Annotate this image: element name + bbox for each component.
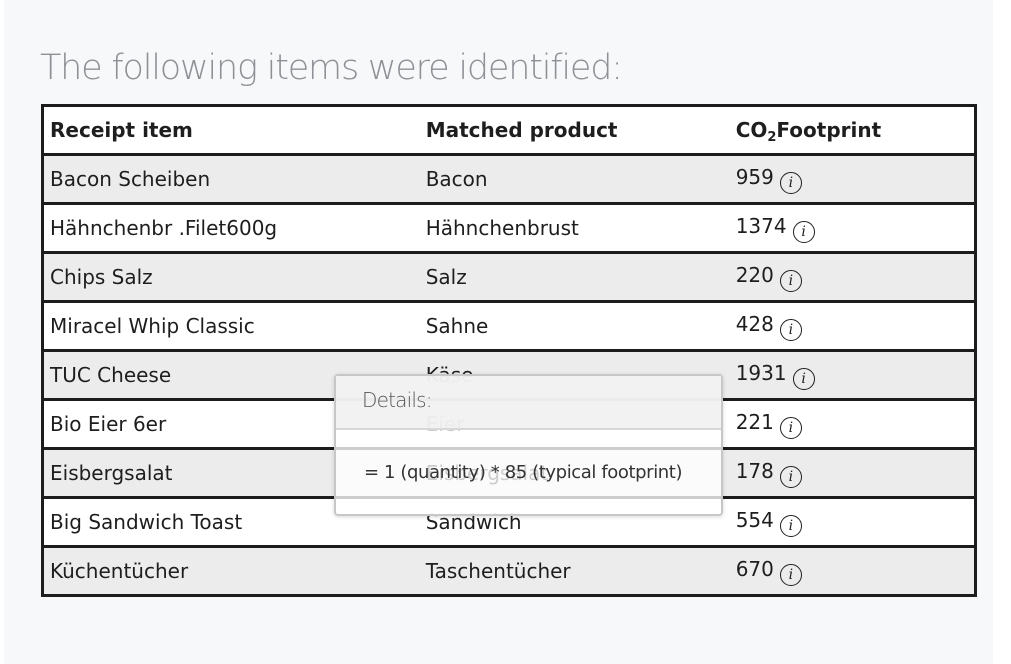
receipt-item-cell: Bacon Scheiben	[42, 153, 420, 205]
footprint-value: 428	[735, 311, 774, 336]
info-icon[interactable]: i	[779, 563, 802, 586]
footprint-cell: 1374 i	[729, 202, 976, 254]
header-co2-prefix: CO	[735, 118, 768, 142]
info-icon[interactable]: i	[792, 367, 815, 390]
header-matched-product: Matched product	[419, 104, 730, 156]
footprint-cell: 220 i	[729, 251, 976, 303]
info-icon[interactable]: i	[779, 514, 802, 537]
matched-product-cell: Bacon	[419, 153, 730, 205]
table-header-row: Receipt item Matched product CO2Footprin…	[42, 104, 976, 156]
footprint-value: 178	[735, 458, 774, 483]
footprint-cell: 554 i	[729, 496, 976, 548]
info-icon[interactable]: i	[779, 171, 802, 194]
info-icon[interactable]: i	[779, 269, 802, 292]
header-receipt-item: Receipt item	[42, 104, 420, 156]
matched-product-cell: Sahne	[419, 300, 730, 352]
details-popover: Details: = 1 (quantity) * 85 (typical fo…	[334, 374, 723, 516]
matched-product-cell: Hähnchenbrust	[419, 202, 730, 254]
footprint-cell: 221 i	[729, 398, 976, 450]
table-row: Chips Salz Salz 220 i	[42, 251, 976, 303]
matched-product-cell: Taschentücher	[419, 545, 730, 597]
popover-header	[336, 376, 721, 430]
table-row: Miracel Whip Classic Sahne 428 i	[42, 300, 976, 352]
footprint-value: 220	[735, 262, 774, 287]
footprint-value: 554	[735, 507, 774, 532]
receipt-item-cell: Miracel Whip Classic	[42, 300, 420, 352]
footprint-value: 959	[735, 164, 774, 189]
items-table: Receipt item Matched product CO2Footprin…	[41, 104, 977, 597]
footprint-value: 221	[735, 409, 774, 434]
info-icon[interactable]: i	[779, 465, 802, 488]
footprint-value: 1931	[735, 360, 787, 385]
footprint-cell: 670 i	[729, 545, 976, 597]
footprint-cell: 178 i	[729, 447, 976, 499]
page-heading: The following items were identified:	[40, 48, 623, 88]
header-co2-suffix: Footprint	[776, 118, 882, 142]
popover-title: Details:	[362, 388, 432, 412]
table-row: Bacon Scheiben Bacon 959 i	[42, 153, 976, 205]
receipt-item-cell: Küchentücher	[42, 545, 420, 597]
matched-product-cell: Salz	[419, 251, 730, 303]
header-co2-subscript: 2	[767, 130, 777, 145]
receipt-item-cell: Big Sandwich Toast	[42, 496, 420, 548]
info-icon[interactable]: i	[779, 318, 802, 341]
receipt-item-cell: Hähnchenbr .Filet600g	[42, 202, 420, 254]
footprint-value: 1374	[735, 213, 787, 238]
popover-body: = 1 (quantity) * 85 (typical footprint)	[364, 462, 683, 483]
info-icon[interactable]: i	[792, 220, 815, 243]
footprint-cell: 959 i	[729, 153, 976, 205]
receipt-item-cell: Chips Salz	[42, 251, 420, 303]
footprint-cell: 428 i	[729, 300, 976, 352]
table-row: Hähnchenbr .Filet600g Hähnchenbrust 1374 i	[42, 202, 976, 254]
table-row: Küchentücher Taschentücher 670 i	[42, 545, 976, 597]
footprint-value: 670	[735, 556, 774, 581]
header-co2-footprint: CO2Footprint	[729, 104, 976, 156]
footprint-cell: 1931 i	[729, 349, 976, 401]
info-icon[interactable]: i	[779, 416, 802, 439]
